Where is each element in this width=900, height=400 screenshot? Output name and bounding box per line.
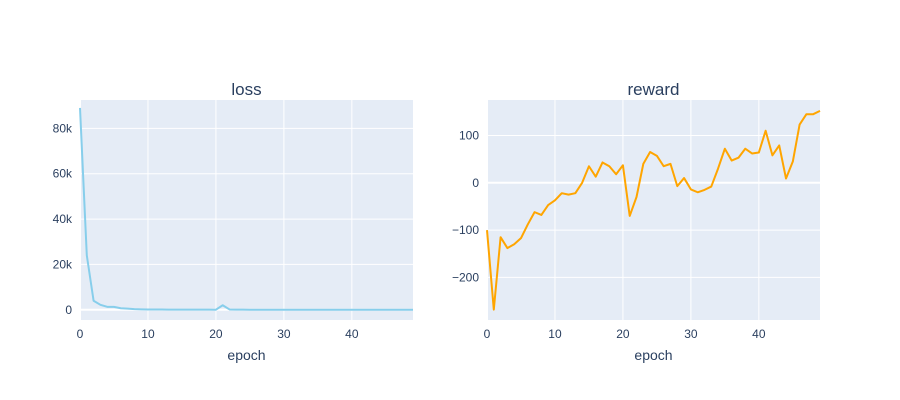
reward-y-tick-label: 0 (472, 176, 479, 190)
reward-y-tick-label: 100 (459, 128, 479, 142)
loss-y-tick-label: 40k (53, 212, 73, 226)
reward-gridlines (487, 100, 820, 320)
reward-plot-area (487, 100, 820, 320)
loss-y-tick-label: 0 (65, 303, 72, 317)
loss-y-tick-label: 80k (53, 121, 73, 135)
reward-zero-line (486, 100, 820, 320)
loss-y-ticks: 0 20k 40k 60k 80k (53, 121, 73, 316)
loss-x-tick-label: 40 (345, 327, 359, 341)
loss-x-tick-label: 0 (77, 327, 84, 341)
loss-x-ticks: 0 10 20 30 40 (77, 327, 359, 341)
loss-x-tick-label: 20 (209, 327, 223, 341)
loss-y-tick-label: 20k (53, 257, 73, 271)
reward-chart: 0 10 20 30 40 −200 −100 0 100 reward epoch (452, 80, 821, 363)
reward-x-tick-label: 20 (616, 327, 630, 341)
reward-chart-title: reward (628, 80, 680, 99)
reward-x-tick-label: 40 (752, 327, 766, 341)
reward-y-ticks: −200 −100 0 100 (452, 128, 479, 284)
reward-y-tick-label: −100 (452, 223, 479, 237)
loss-series (79, 107, 413, 311)
loss-chart: 0 10 20 30 40 0 20k 40k 60k 80k loss epoch (53, 80, 413, 363)
loss-y-tick-label: 60k (53, 167, 73, 181)
reward-x-axis-label: epoch (634, 347, 672, 363)
loss-plot-area (80, 100, 413, 320)
loss-chart-title: loss (231, 80, 261, 99)
loss-gridlines (80, 100, 413, 320)
reward-x-tick-label: 30 (684, 327, 698, 341)
reward-x-tick-label: 10 (548, 327, 562, 341)
loss-x-tick-label: 30 (277, 327, 291, 341)
reward-series-line (486, 109, 821, 311)
loss-x-axis-label: epoch (227, 347, 265, 363)
reward-x-ticks: 0 10 20 30 40 (484, 327, 766, 341)
loss-series-line (79, 107, 413, 311)
reward-x-tick-label: 0 (484, 327, 491, 341)
loss-x-tick-label: 10 (141, 327, 155, 341)
reward-y-tick-label: −200 (452, 270, 479, 284)
reward-series (486, 109, 821, 311)
